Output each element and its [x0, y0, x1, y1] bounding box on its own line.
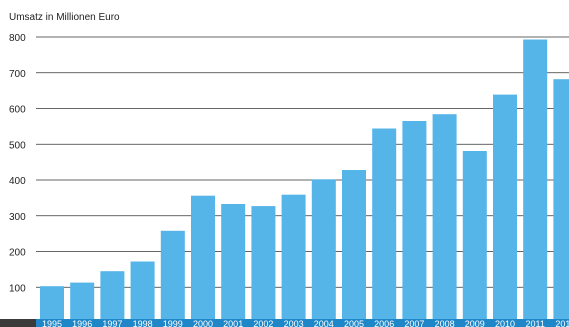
- x-tick-label: 2003: [284, 319, 304, 327]
- bar-2002: [251, 206, 276, 323]
- bar-1998: [130, 261, 155, 323]
- bar-2009: [462, 151, 487, 323]
- bar-2007: [402, 121, 427, 323]
- y-tick-label: 200: [9, 248, 26, 259]
- bar-2006: [372, 128, 397, 323]
- y-tick-label: 100: [9, 283, 26, 294]
- x-tick-label: 2007: [404, 319, 424, 327]
- bar-2000: [191, 195, 215, 323]
- y-tick-label: 500: [9, 140, 26, 151]
- bar-2005: [342, 170, 366, 323]
- x-axis-band: [36, 319, 569, 327]
- x-tick-label: 2009: [465, 319, 485, 327]
- bars: [40, 39, 569, 323]
- bar-1999: [160, 230, 185, 323]
- bar-2001: [221, 204, 246, 323]
- y-tick-label: 700: [9, 69, 26, 80]
- y-axis-label: Umsatz in Millionen Euro: [9, 12, 120, 23]
- y-tick-label: 300: [9, 212, 26, 223]
- x-tick-label: 1998: [133, 319, 153, 327]
- x-tick-label: 2011: [526, 319, 545, 327]
- bar-2003: [281, 194, 306, 323]
- x-tick-label: 1996: [72, 319, 92, 327]
- x-tick-label: 1999: [163, 319, 183, 327]
- x-tick-label: 2012: [555, 319, 569, 327]
- y-tick-label: 600: [9, 105, 26, 116]
- x-tick-label: 2001: [223, 319, 243, 327]
- x-tick-label: 2002: [253, 319, 273, 327]
- y-tick-labels: 100 200 300 400 500 600 700 800: [9, 33, 26, 294]
- x-tick-label: 2006: [374, 319, 394, 327]
- bar-2010: [493, 94, 517, 323]
- x-axis-band-left: [0, 319, 36, 327]
- x-tick-label: 2005: [344, 319, 364, 327]
- x-tick-label: 2010: [495, 319, 515, 327]
- y-tick-label: 800: [9, 33, 26, 44]
- x-tick-label: 1995: [42, 319, 62, 327]
- x-tick-label: 2004: [314, 319, 334, 327]
- x-tick-label: 2008: [435, 319, 455, 327]
- bar-1996: [70, 282, 95, 323]
- bar-1997: [100, 271, 125, 323]
- x-tick-label: 2000: [193, 319, 213, 327]
- bar-1995: [40, 286, 64, 323]
- bar-2011: [523, 39, 548, 323]
- x-tick-labels: 1995 1996 1997 1998 1999 2000 2001 2002 2003 2004…: [42, 319, 569, 327]
- bar-2004: [311, 179, 336, 323]
- y-tick-label: 400: [9, 176, 26, 187]
- bar-2012: [553, 79, 569, 323]
- x-tick-label: 1997: [102, 319, 122, 327]
- bar-2008: [432, 114, 457, 323]
